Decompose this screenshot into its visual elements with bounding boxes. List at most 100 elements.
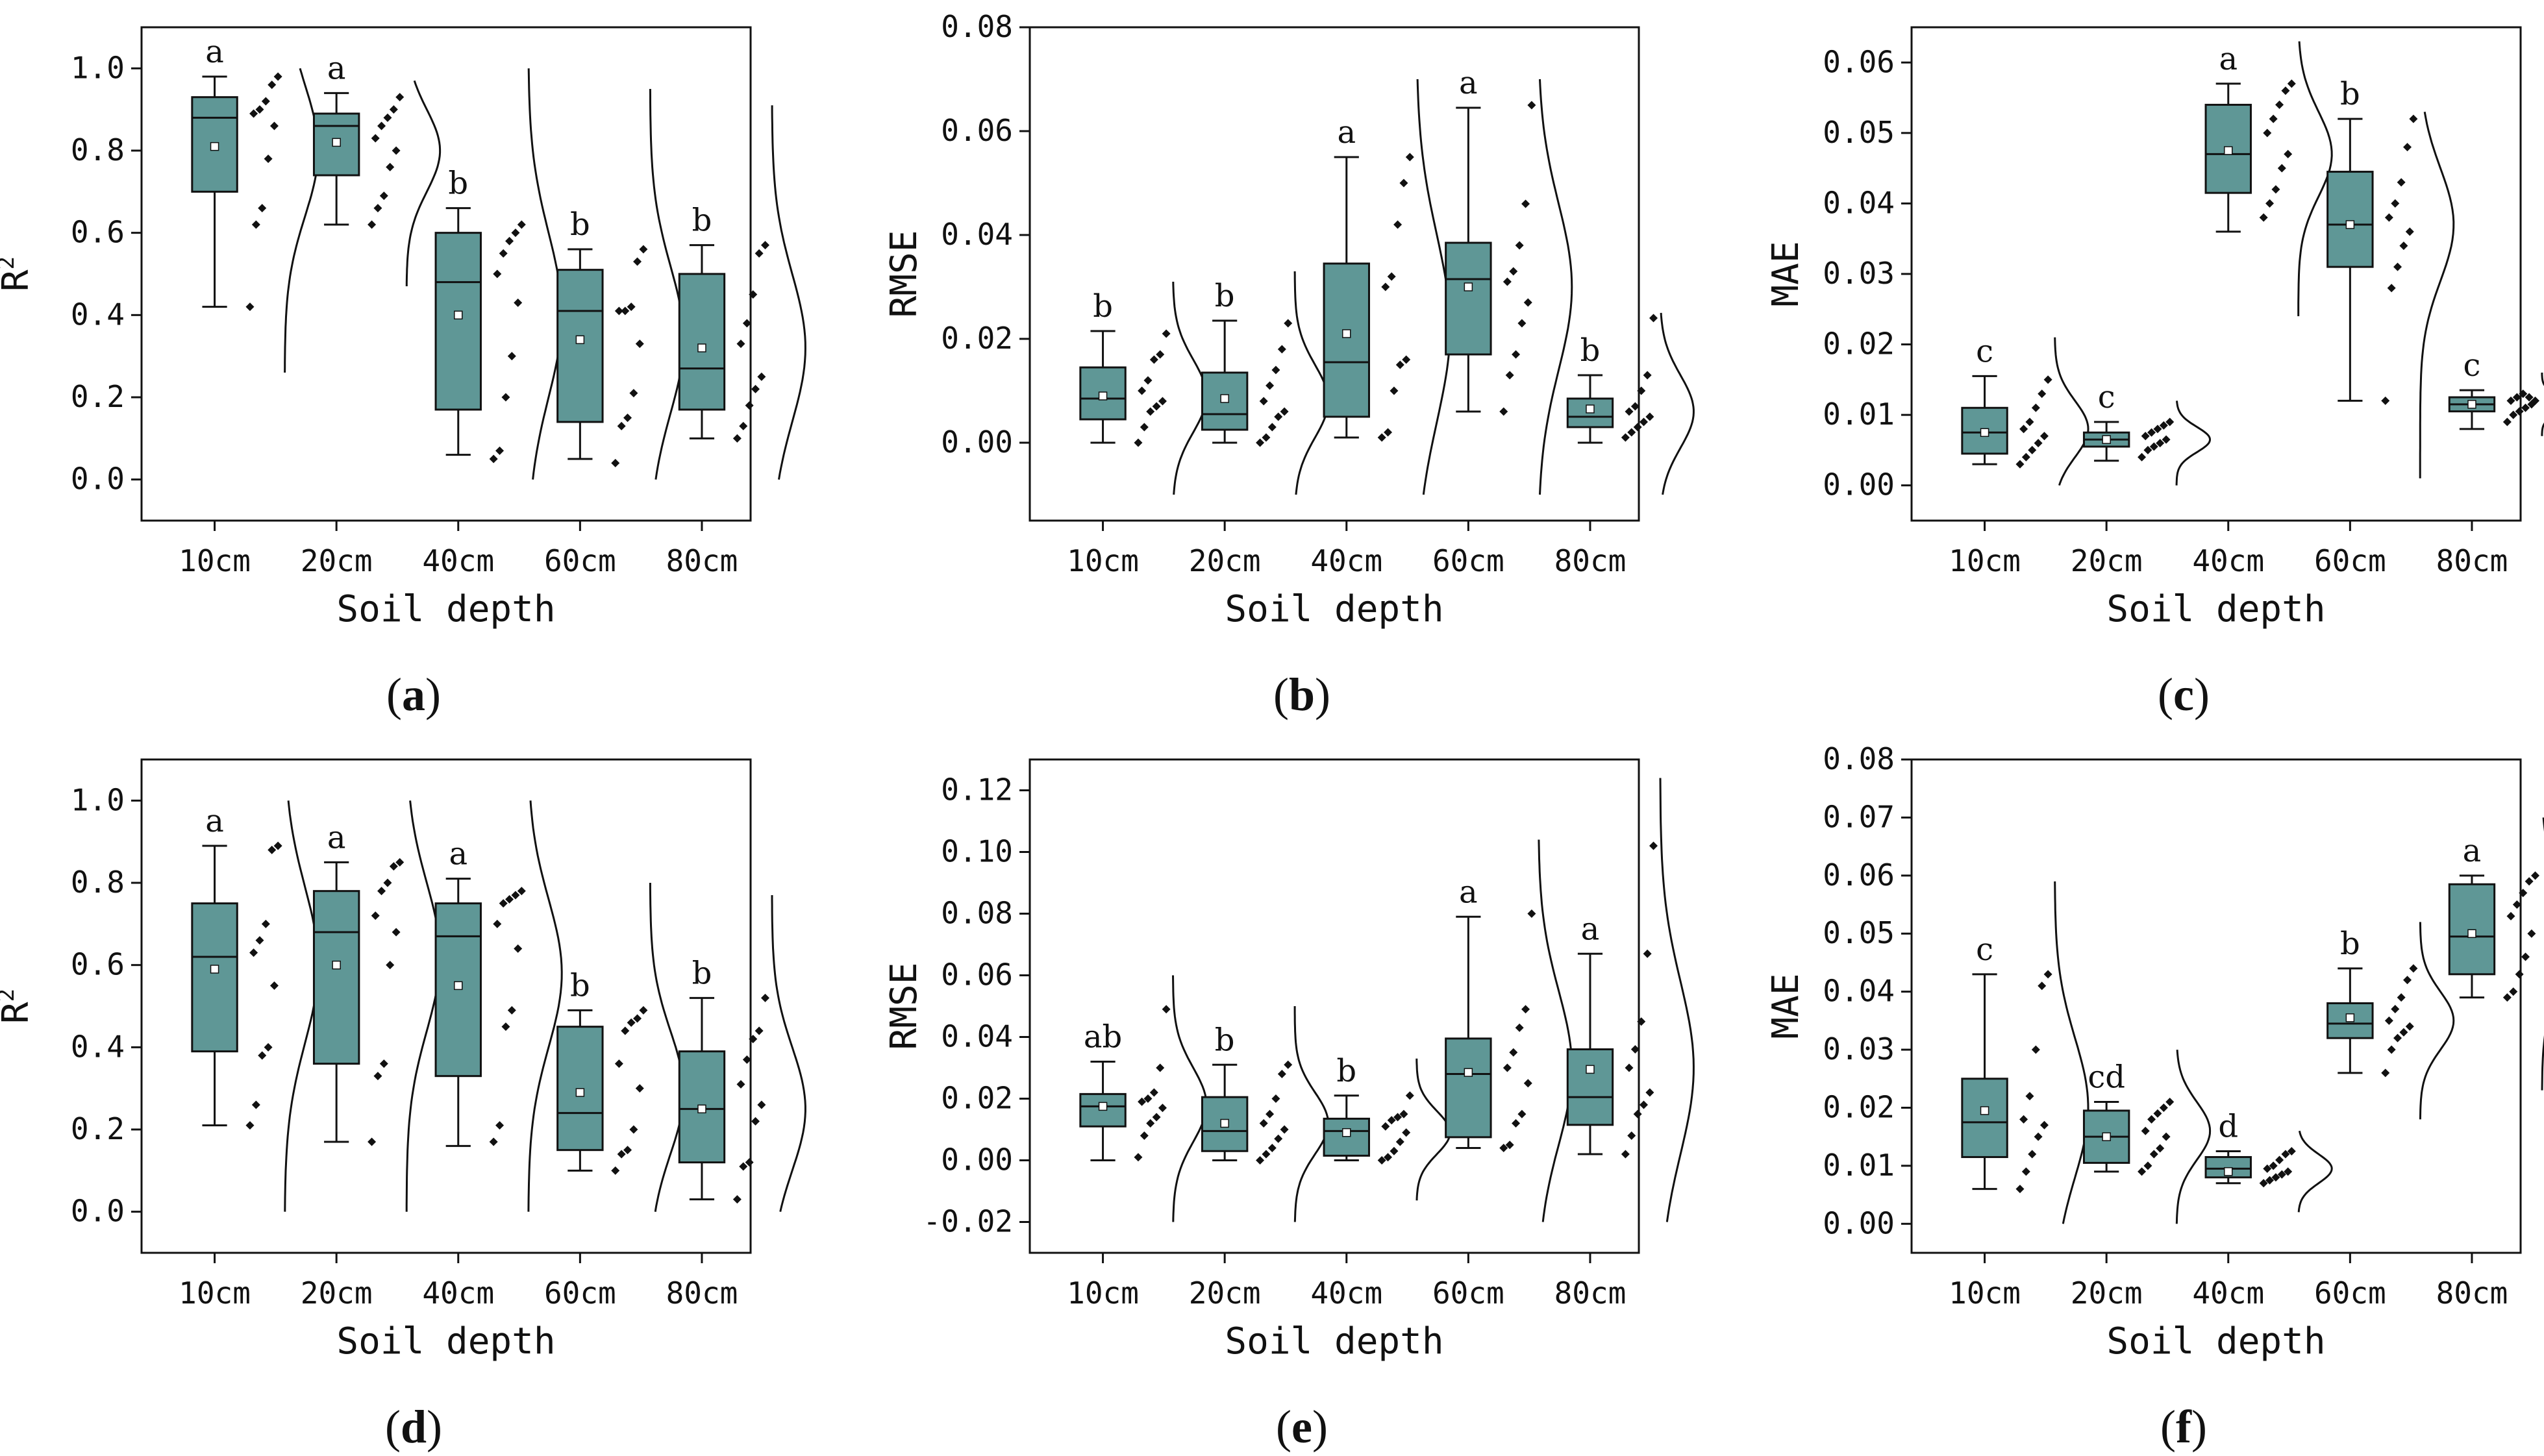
data-point [489,454,498,463]
data-point [251,1100,260,1109]
data-point [2287,1147,2296,1156]
y-tick-label: 0.08 [1823,741,1895,776]
distribution-curve [1539,79,1573,495]
data-point [499,899,508,908]
data-point [2147,428,2156,437]
data-point [2519,889,2528,898]
data-point [749,290,758,299]
data-point [732,1195,742,1204]
box-group-60cm: a [1445,65,1573,495]
x-tick-label: 40cm [2192,543,2264,578]
data-point [249,109,258,118]
data-point [1649,841,1658,850]
distribution-curve [1293,1006,1330,1222]
data-point [1266,381,1275,390]
data-point [2025,1092,2034,1101]
data-point [1146,407,1155,416]
data-point [2393,1033,2402,1043]
data-point [2381,396,2390,405]
data-point [2519,389,2528,399]
data-point [249,948,258,957]
significance-letter: b [1336,1053,1356,1089]
data-point [2031,403,2040,412]
y-tick-label: 0.10 [941,834,1013,869]
data-point [2509,410,2518,419]
panel-label-close-paren: ) [427,1401,442,1453]
box-group-40cm: b [434,68,563,480]
data-point [507,1006,516,1015]
box-iqr [1566,1048,1614,1126]
data-point [1640,1100,1649,1109]
x-tick-label: 10cm [1067,543,1139,578]
significance-letter: a [449,836,468,872]
y-tick-label: 0.00 [941,1142,1013,1178]
distribution-curve [2419,112,2455,478]
plot-frame [1910,758,2522,1254]
data-point [1395,360,1404,369]
data-point [1384,1153,1393,1162]
data-point [2284,1167,2293,1176]
box-iqr [1323,262,1370,418]
data-point [2512,393,2521,402]
y-axis-label-text: R [0,269,37,291]
box-iqr [312,890,360,1065]
data-point [2259,213,2268,222]
data-point [2391,199,2400,208]
x-tick-label: 20cm [1189,1276,1261,1311]
data-point [392,928,401,937]
y-tick-label: 0.2 [71,1111,125,1146]
data-point [1637,386,1646,395]
data-point [2015,460,2025,469]
data-point [501,393,510,402]
data-point [1284,319,1293,328]
box-group-10cm: a [191,800,319,1212]
data-point [1387,272,1396,281]
data-point [383,113,392,122]
data-point [489,1137,498,1146]
data-point [1405,1091,1414,1100]
significance-letter: d [2218,1109,2238,1145]
panel-label: (a) [386,669,441,721]
data-point [633,1014,642,1023]
data-point [2399,241,2408,251]
box-mean-marker [1098,391,1108,401]
plot-frame [1029,26,1640,522]
data-point [2275,1155,2284,1165]
y-tick-label: 0.00 [1823,467,1895,502]
data-point [377,887,386,896]
data-point [2038,981,2047,991]
panel-label-open-paren: ( [1273,669,1289,721]
box-group-60cm: b [556,883,685,1212]
box-mean-marker [575,335,585,345]
panel-label-open-paren: ( [1276,1401,1291,1453]
data-point [2287,79,2296,88]
y-tick-label: 0.4 [71,297,125,332]
data-point [639,245,648,254]
data-point [1256,438,1265,447]
significance-letter: b [570,206,590,243]
data-point [2165,1098,2175,1107]
distribution-curve [2054,881,2089,1224]
y-tick-label: 0.01 [1823,1148,1895,1183]
data-point [1630,402,1640,411]
y-tick-label: 0.8 [71,132,125,167]
distribution-curve [1538,839,1573,1222]
box-mean-marker [210,142,219,151]
box-mean-marker [2467,929,2476,938]
data-point [507,352,516,361]
box-group-20cm: a [312,800,442,1212]
data-point [261,97,270,106]
data-point [2393,262,2402,271]
data-point [617,421,626,430]
x-tick-label: 40cm [422,1276,494,1311]
data-point [1158,1104,1167,1113]
significance-letter: b [2340,76,2360,112]
data-point [1280,1125,1289,1134]
data-point [1284,1060,1293,1069]
box-mean-marker [454,310,463,320]
box-group-80cm: c [2448,347,2544,436]
y-tick-label: 0.0 [71,462,125,497]
box-mean-marker [697,343,706,352]
data-point [1627,1131,1636,1140]
